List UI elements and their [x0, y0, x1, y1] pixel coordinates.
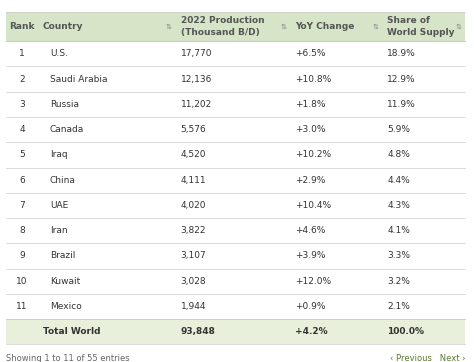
FancyBboxPatch shape: [6, 41, 465, 67]
Text: 5: 5: [19, 150, 25, 159]
FancyBboxPatch shape: [6, 92, 465, 117]
Text: Mexico: Mexico: [50, 302, 82, 311]
Text: 5,576: 5,576: [181, 125, 206, 134]
Text: 12.9%: 12.9%: [387, 75, 416, 84]
Text: +6.5%: +6.5%: [295, 49, 326, 58]
Text: 1,944: 1,944: [181, 302, 206, 311]
Text: 100.0%: 100.0%: [387, 327, 424, 336]
Text: 2022 Production
(Thousand B/D): 2022 Production (Thousand B/D): [181, 16, 264, 37]
FancyBboxPatch shape: [6, 117, 465, 142]
Text: China: China: [50, 176, 76, 185]
Text: ⇅: ⇅: [166, 24, 172, 29]
Text: +3.9%: +3.9%: [295, 252, 326, 260]
Text: ⇅: ⇅: [455, 24, 461, 29]
Text: Russia: Russia: [50, 100, 79, 109]
Text: Iran: Iran: [50, 226, 68, 235]
Text: 2.1%: 2.1%: [387, 302, 410, 311]
Text: ⇅: ⇅: [373, 24, 378, 29]
Text: Saudi Arabia: Saudi Arabia: [50, 75, 108, 84]
Text: +4.2%: +4.2%: [295, 327, 328, 336]
FancyBboxPatch shape: [6, 269, 465, 294]
FancyBboxPatch shape: [6, 218, 465, 243]
Text: 12,136: 12,136: [181, 75, 212, 84]
Text: +2.9%: +2.9%: [295, 176, 326, 185]
Text: +3.0%: +3.0%: [295, 125, 326, 134]
Text: 11: 11: [17, 302, 28, 311]
Text: +0.9%: +0.9%: [295, 302, 326, 311]
Text: 4,020: 4,020: [181, 201, 206, 210]
FancyBboxPatch shape: [6, 193, 465, 218]
Text: +10.2%: +10.2%: [295, 150, 331, 159]
Text: 11.9%: 11.9%: [387, 100, 416, 109]
Text: 3: 3: [19, 100, 25, 109]
Text: +12.0%: +12.0%: [295, 277, 331, 286]
FancyBboxPatch shape: [6, 319, 465, 344]
Text: Canada: Canada: [50, 125, 84, 134]
Text: 18.9%: 18.9%: [387, 49, 416, 58]
Text: 7: 7: [19, 201, 25, 210]
Text: +4.6%: +4.6%: [295, 226, 326, 235]
FancyBboxPatch shape: [6, 67, 465, 92]
Text: 6: 6: [19, 176, 25, 185]
Text: Rank: Rank: [9, 22, 35, 31]
Text: 93,848: 93,848: [181, 327, 216, 336]
Text: 17,770: 17,770: [181, 49, 212, 58]
FancyBboxPatch shape: [6, 142, 465, 168]
Text: 10: 10: [17, 277, 28, 286]
Text: 4.4%: 4.4%: [387, 176, 410, 185]
FancyBboxPatch shape: [6, 12, 465, 41]
Text: 1: 1: [19, 49, 25, 58]
Text: 3.2%: 3.2%: [387, 277, 410, 286]
Text: YoY Change: YoY Change: [295, 22, 355, 31]
Text: +10.4%: +10.4%: [295, 201, 331, 210]
Text: ‹ Previous   Next ›: ‹ Previous Next ›: [390, 354, 465, 362]
Text: 5.9%: 5.9%: [387, 125, 410, 134]
Text: UAE: UAE: [50, 201, 68, 210]
Text: 4,520: 4,520: [181, 150, 206, 159]
Text: Share of
World Supply: Share of World Supply: [387, 16, 455, 37]
Text: 3,107: 3,107: [181, 252, 206, 260]
Text: Brazil: Brazil: [50, 252, 75, 260]
Text: 11,202: 11,202: [181, 100, 212, 109]
Text: 4: 4: [19, 125, 25, 134]
Text: Country: Country: [43, 22, 83, 31]
Text: 2: 2: [19, 75, 25, 84]
Text: Iraq: Iraq: [50, 150, 68, 159]
FancyBboxPatch shape: [6, 168, 465, 193]
Text: 4.8%: 4.8%: [387, 150, 410, 159]
Text: +10.8%: +10.8%: [295, 75, 332, 84]
Text: 3,028: 3,028: [181, 277, 206, 286]
Text: 3,822: 3,822: [181, 226, 206, 235]
Text: U.S.: U.S.: [50, 49, 68, 58]
FancyBboxPatch shape: [6, 243, 465, 269]
Text: +1.8%: +1.8%: [295, 100, 326, 109]
Text: 4,111: 4,111: [181, 176, 206, 185]
Text: ⇅: ⇅: [281, 24, 287, 29]
Text: 4.3%: 4.3%: [387, 201, 410, 210]
FancyBboxPatch shape: [6, 294, 465, 319]
Text: Showing 1 to 11 of 55 entries: Showing 1 to 11 of 55 entries: [6, 354, 130, 362]
Text: 4.1%: 4.1%: [387, 226, 410, 235]
Text: 8: 8: [19, 226, 25, 235]
Text: 9: 9: [19, 252, 25, 260]
Text: Total World: Total World: [43, 327, 100, 336]
Text: Kuwait: Kuwait: [50, 277, 80, 286]
Text: 3.3%: 3.3%: [387, 252, 410, 260]
